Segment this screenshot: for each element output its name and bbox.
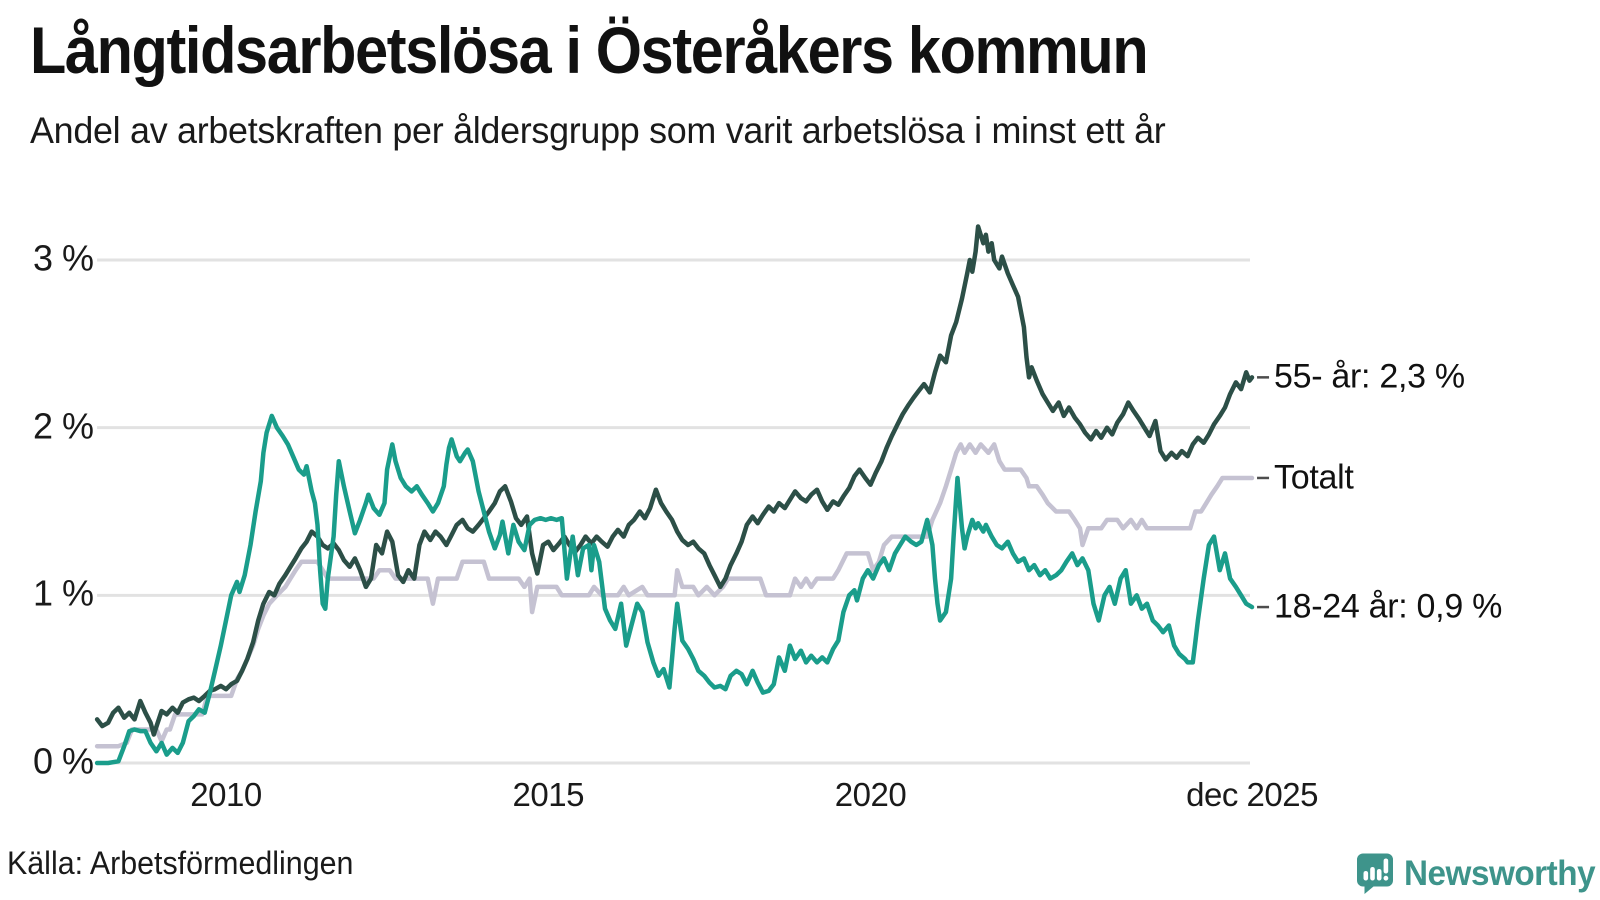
newsworthy-wordmark: Newsworthy	[1404, 854, 1596, 893]
x-tick-label: 2020	[834, 776, 907, 813]
source-note: Källa: Arbetsförmedlingen	[7, 845, 354, 881]
series-line-55-r	[94, 224, 1255, 737]
y-tick-label: 2 %	[33, 404, 94, 446]
series-end-label: 18-24 år: 0,9 %	[1274, 587, 1503, 626]
y-tick-label: 0 %	[33, 740, 94, 782]
newsworthy-logo[interactable]: Newsworthy	[1356, 852, 1600, 896]
series-end-label: 55- år: 2,3 %	[1274, 357, 1465, 396]
x-tick-label: 2010	[190, 776, 262, 813]
series-end-label: Totalt	[1274, 458, 1354, 497]
page-title: Långtidsarbetslösa i Österåkers kommun	[30, 13, 1149, 87]
x-tick-label: 2015	[512, 776, 585, 813]
page-subtitle: Andel av arbetskraften per åldersgrupp s…	[30, 110, 1166, 151]
y-tick-label: 3 %	[33, 237, 94, 279]
x-tick-label: dec 2025	[1186, 776, 1318, 813]
newsworthy-icon	[1357, 853, 1393, 894]
y-tick-label: 1 %	[33, 572, 94, 614]
series-line-18-24r	[94, 413, 1255, 766]
